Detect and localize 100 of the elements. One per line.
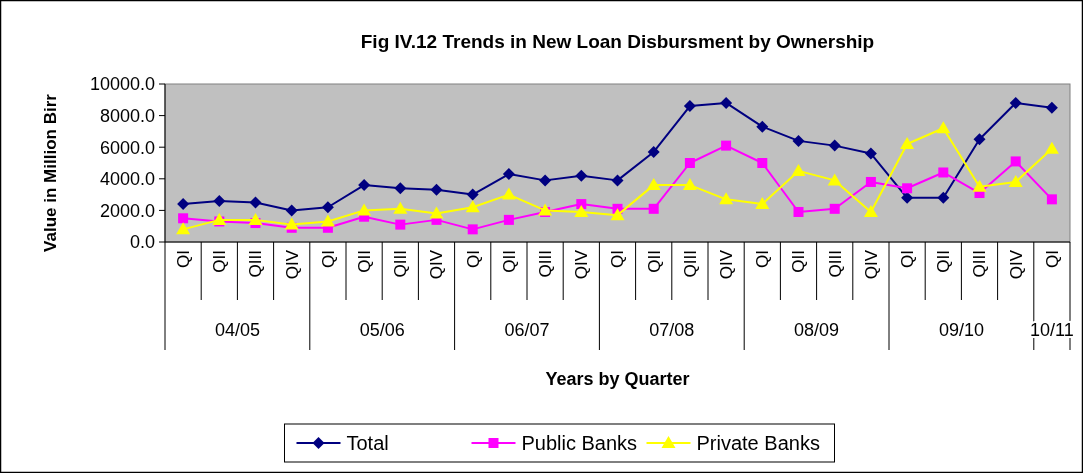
point xyxy=(466,188,479,201)
point xyxy=(248,212,263,225)
point xyxy=(757,158,768,168)
point xyxy=(611,174,624,187)
y-tick-label: 2000.0 xyxy=(99,200,155,221)
point xyxy=(719,192,734,205)
point xyxy=(394,182,407,195)
point xyxy=(320,214,335,227)
x-axis-title: Years by Quarter xyxy=(545,369,690,389)
point xyxy=(900,137,915,150)
y-tick-label: 8000.0 xyxy=(99,105,155,126)
x-tick-label: QIII xyxy=(536,250,556,278)
point xyxy=(646,178,661,191)
point xyxy=(610,208,625,221)
point xyxy=(865,176,876,187)
point xyxy=(576,199,587,210)
point xyxy=(792,134,805,147)
point xyxy=(827,173,842,186)
point xyxy=(393,201,408,214)
point xyxy=(793,206,804,217)
point xyxy=(249,196,262,209)
x-tick-label: QI xyxy=(463,250,483,268)
point xyxy=(1044,141,1059,154)
point xyxy=(829,203,840,214)
point xyxy=(321,201,334,214)
x-tick-label: QII xyxy=(789,250,809,273)
x-tick-label: QII xyxy=(934,250,954,273)
point xyxy=(358,179,371,192)
x-tick-label: QII xyxy=(644,250,664,273)
y-tick-label: 10000.0 xyxy=(89,74,155,95)
point xyxy=(575,169,588,182)
point xyxy=(1045,101,1058,114)
point xyxy=(503,214,514,225)
point xyxy=(178,213,189,224)
point xyxy=(972,179,987,192)
x-tick-label: QII xyxy=(355,250,375,273)
y-tick-label: 6000.0 xyxy=(99,137,155,158)
point xyxy=(683,100,696,113)
point xyxy=(863,204,878,217)
legend-label: Private Banks xyxy=(696,432,820,454)
point xyxy=(756,120,769,133)
text: 05/06 xyxy=(359,320,405,340)
x-tick-label: QIV xyxy=(717,249,737,280)
legend-label: Public Banks xyxy=(521,432,638,454)
point xyxy=(647,145,660,158)
x-tick-label: QII xyxy=(210,250,230,273)
text: 07/08 xyxy=(649,320,695,340)
x-tick-label: QIV xyxy=(282,249,302,280)
y-axis-title: Value in Million Birr xyxy=(41,93,60,252)
text: 09/10 xyxy=(938,320,984,340)
x-tick-label: QIII xyxy=(825,250,845,278)
point xyxy=(539,174,552,187)
point xyxy=(864,147,877,160)
point xyxy=(791,163,806,176)
point xyxy=(502,168,515,181)
point xyxy=(1046,194,1057,205)
point xyxy=(938,167,949,178)
x-tick-label: QI xyxy=(318,250,338,268)
point xyxy=(574,204,589,217)
point xyxy=(357,203,372,216)
x-tick-label: QI xyxy=(608,250,628,268)
point xyxy=(648,203,659,214)
point xyxy=(720,96,733,109)
x-tick-label: QIV xyxy=(572,249,592,280)
point xyxy=(213,194,226,207)
point xyxy=(682,178,697,191)
point xyxy=(902,183,913,194)
point xyxy=(721,140,732,151)
x-tick-label: QIV xyxy=(861,249,881,280)
point xyxy=(1008,174,1023,187)
text: 04/05 xyxy=(214,320,260,340)
y-tick-label: 4000.0 xyxy=(99,169,155,190)
text: 08/09 xyxy=(794,320,840,340)
point xyxy=(212,212,227,225)
x-tick-label: QIV xyxy=(1006,249,1026,280)
point xyxy=(828,139,841,152)
point xyxy=(395,219,406,230)
x-tick-label: QIII xyxy=(246,250,266,278)
legend-label: Total xyxy=(346,432,389,454)
x-tick-label: QIII xyxy=(970,250,990,278)
x-tick-label: QI xyxy=(898,250,918,268)
x-tick-label: QI xyxy=(1042,250,1062,268)
point xyxy=(936,121,951,134)
point xyxy=(465,200,480,213)
point xyxy=(973,133,986,146)
point xyxy=(430,183,443,196)
point xyxy=(501,187,516,200)
x-tick-label: QI xyxy=(174,250,194,268)
point xyxy=(1009,96,1022,109)
x-tick-label: QII xyxy=(499,250,519,273)
point xyxy=(937,191,950,204)
point xyxy=(285,204,298,217)
point xyxy=(467,224,478,235)
x-tick-label: QIII xyxy=(391,250,411,278)
point xyxy=(284,217,299,230)
point xyxy=(177,198,190,211)
point xyxy=(684,158,695,168)
y-tick-label: 0.0 xyxy=(129,232,155,253)
chart-title: Fig IV.12 Trends in New Loan Disbursment by Ownership xyxy=(360,31,875,52)
point xyxy=(429,206,444,219)
